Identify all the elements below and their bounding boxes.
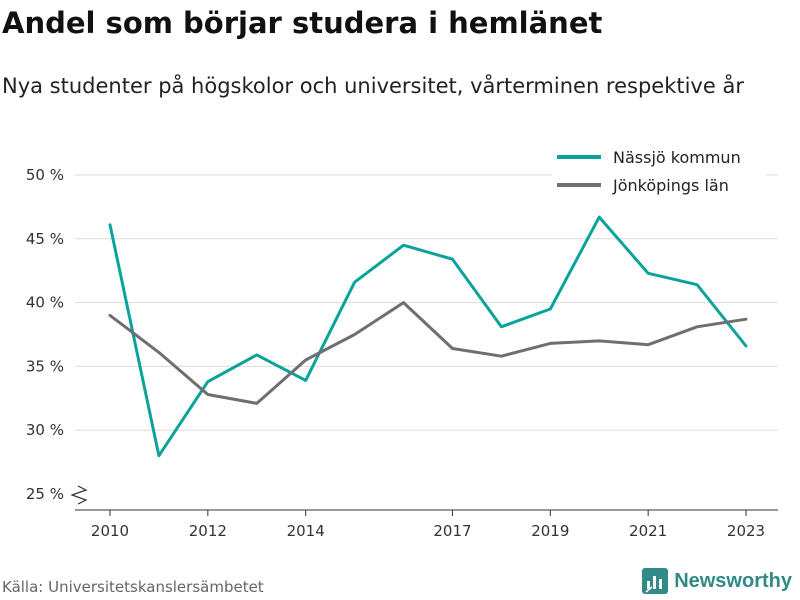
x-tick-label: 2012 [189, 522, 227, 540]
x-tick-label: 2019 [531, 522, 569, 540]
series-lines [108, 215, 748, 458]
axis-break-icon [70, 485, 88, 505]
x-tick-label: 2023 [727, 522, 765, 540]
series-line-1 [108, 301, 748, 405]
chart-subtitle: Nya studenter på högskolor och universit… [2, 74, 744, 98]
y-tick-label: 45 % [26, 230, 64, 248]
x-tick-label: 2014 [287, 522, 325, 540]
y-tick-label: 30 % [26, 421, 64, 439]
y-tick-label: 35 % [26, 357, 64, 375]
y-tick-labels: 25 % 30 % 35 % 40 % 45 % 50 % [26, 166, 64, 503]
x-tick-label: 2021 [629, 522, 667, 540]
legend: Nässjö kommun Jönköpings län [552, 142, 766, 200]
x-tick-labels: 2010 2012 2014 2017 2019 2021 2023 [91, 510, 765, 540]
axes [70, 485, 778, 511]
grid-lines [75, 174, 778, 431]
x-tick-label: 2010 [91, 522, 129, 540]
legend-label-1: Jönköpings län [612, 176, 729, 195]
chart-title: Andel som börjar studera i hemlänet [2, 6, 603, 40]
y-tick-label: 50 % [26, 166, 64, 184]
legend-box [552, 142, 766, 200]
brand-logo[interactable]: Newsworthy [642, 568, 792, 594]
legend-label-0: Nässjö kommun [613, 148, 741, 167]
x-tick-label: 2017 [433, 522, 471, 540]
newsworthy-logo-icon [642, 568, 669, 594]
y-tick-label: 40 % [26, 294, 64, 312]
y-tick-label: 25 % [26, 485, 64, 503]
series-line-0 [108, 215, 748, 458]
brand-name: Newsworthy [674, 569, 792, 592]
source-note: Källa: Universitetskanslersämbetet [2, 578, 264, 596]
